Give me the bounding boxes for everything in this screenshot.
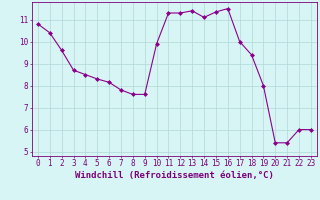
X-axis label: Windchill (Refroidissement éolien,°C): Windchill (Refroidissement éolien,°C) <box>75 171 274 180</box>
